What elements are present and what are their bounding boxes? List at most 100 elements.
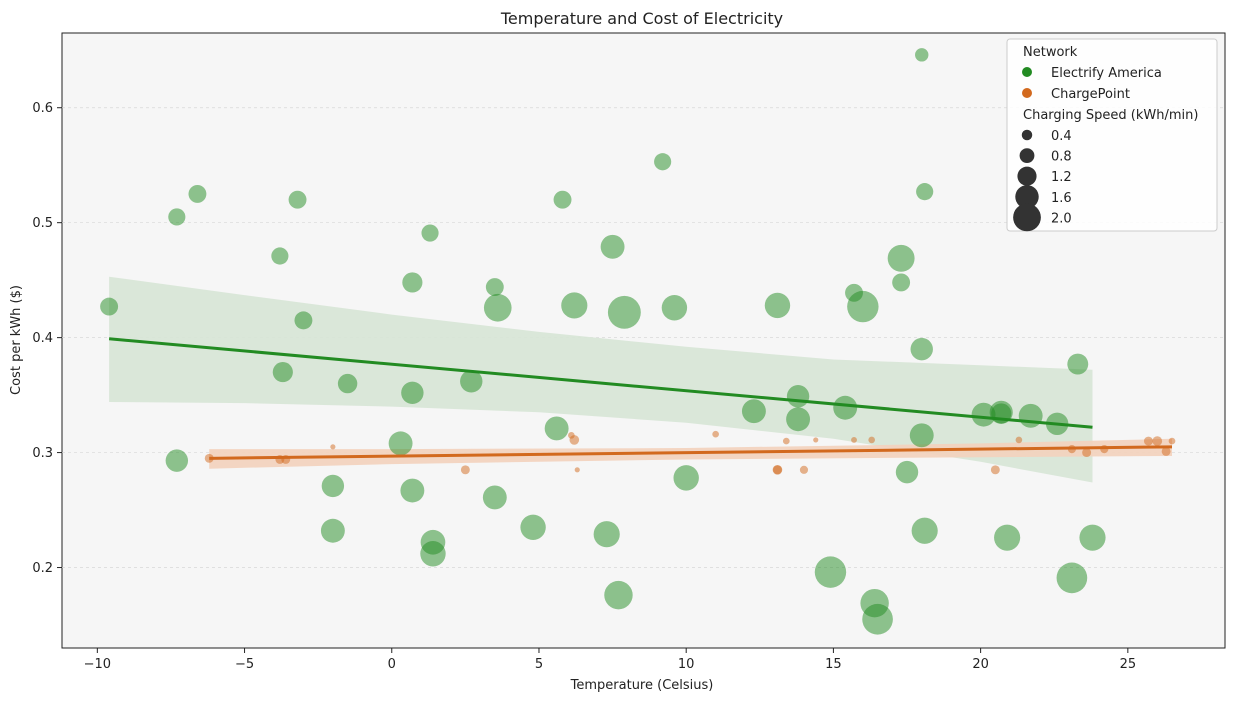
- legend-size-label: 0.4: [1051, 129, 1072, 144]
- data-point-electrify-america: [911, 517, 938, 544]
- legend-size-marker: [1019, 148, 1035, 164]
- data-point-chargepoint: [813, 437, 819, 443]
- data-point-electrify-america: [895, 460, 919, 484]
- trend-line-chargepoint: [209, 445, 1173, 460]
- data-point-electrify-america: [520, 514, 546, 540]
- data-point-electrify-america: [786, 407, 811, 432]
- data-point-electrify-america: [420, 541, 446, 567]
- data-point-chargepoint: [782, 437, 790, 445]
- data-point-electrify-america: [1067, 353, 1089, 375]
- y-tick-label: 0.5: [32, 216, 53, 231]
- legend-size-marker: [1015, 185, 1039, 209]
- confidence-band-electrify-america: [109, 276, 1093, 483]
- data-point-electrify-america: [321, 474, 345, 498]
- y-axis: 0.2 0.3 0.4 0.5 0.6: [32, 101, 62, 576]
- data-point-electrify-america: [402, 272, 423, 293]
- data-point-electrify-america: [661, 295, 688, 321]
- data-point-electrify-america: [100, 297, 119, 316]
- data-point-electrify-america: [400, 478, 425, 503]
- data-point-chargepoint: [1152, 436, 1163, 446]
- data-point-chargepoint: [851, 436, 857, 443]
- data-point-electrify-america: [485, 278, 504, 296]
- data-point-electrify-america: [460, 370, 483, 393]
- data-point-electrify-america: [786, 385, 810, 408]
- data-point-electrify-america: [654, 153, 672, 171]
- data-point-electrify-america: [320, 518, 345, 543]
- data-point-electrify-america: [862, 603, 893, 635]
- data-point-electrify-america: [915, 48, 929, 62]
- data-point-electrify-america: [544, 416, 569, 441]
- data-point-electrify-america: [288, 190, 307, 209]
- data-point-electrify-america: [165, 449, 189, 472]
- legend-label-chargepoint: ChargePoint: [1051, 87, 1130, 102]
- data-point-electrify-america: [483, 293, 512, 322]
- data-point-chargepoint: [330, 444, 336, 450]
- x-tick-label: 5: [535, 657, 543, 672]
- data-point-electrify-america: [833, 395, 858, 420]
- data-point-electrify-america: [971, 402, 996, 427]
- legend-size-title: Charging Speed (kWh/min): [1023, 108, 1198, 123]
- x-tick-label: −5: [235, 657, 254, 672]
- data-point-electrify-america: [294, 311, 313, 330]
- data-point-chargepoint: [1143, 436, 1153, 446]
- legend-label-electrify-america: Electrify America: [1051, 66, 1162, 81]
- x-tick-label: 25: [1120, 657, 1137, 672]
- legend-size-label: 1.6: [1051, 191, 1072, 206]
- data-point-electrify-america: [673, 465, 699, 491]
- x-tick-label: 0: [388, 657, 396, 672]
- data-point-electrify-america: [847, 290, 879, 323]
- data-point-electrify-america: [607, 295, 641, 329]
- data-point-electrify-america: [272, 362, 293, 383]
- data-point-chargepoint: [574, 467, 580, 473]
- data-point-electrify-america: [561, 292, 588, 319]
- data-point-chargepoint: [712, 430, 719, 438]
- y-tick-label: 0.3: [32, 446, 53, 461]
- data-point-electrify-america: [994, 524, 1021, 551]
- data-point-electrify-america: [814, 556, 847, 588]
- data-point-electrify-america: [1056, 562, 1088, 594]
- data-point-electrify-america: [337, 373, 358, 394]
- data-point-chargepoint: [1168, 437, 1176, 445]
- data-point-chargepoint: [990, 465, 1000, 475]
- data-point-chargepoint: [773, 465, 782, 475]
- data-point-electrify-america: [916, 183, 934, 201]
- legend-size-label: 0.8: [1051, 150, 1072, 165]
- data-point-electrify-america: [604, 580, 633, 610]
- legend-size-marker: [1013, 203, 1041, 232]
- data-point-electrify-america: [421, 224, 439, 242]
- data-point-electrify-america: [553, 190, 572, 209]
- legend-marker-electrify-america: [1022, 67, 1032, 77]
- data-point-electrify-america: [401, 381, 424, 405]
- data-point-electrify-america: [910, 337, 933, 361]
- x-tick-label: 10: [678, 657, 695, 672]
- data-point-electrify-america: [892, 273, 911, 292]
- x-axis-label: Temperature (Celsius): [570, 678, 714, 693]
- data-point-electrify-america: [600, 234, 625, 259]
- data-point-chargepoint: [1082, 448, 1092, 458]
- data-point-electrify-america: [1018, 403, 1043, 428]
- data-point-electrify-america: [482, 485, 507, 510]
- x-tick-label: 20: [972, 657, 989, 672]
- data-point-chargepoint: [1161, 446, 1171, 456]
- x-axis: −10 −5 0 5 10 15 20 25: [84, 648, 1136, 672]
- x-tick-label: −10: [84, 657, 111, 672]
- legend-size-marker: [1021, 129, 1033, 141]
- data-point-electrify-america: [909, 423, 934, 448]
- data-point-electrify-america: [741, 399, 766, 424]
- x-tick-label: 15: [825, 657, 842, 672]
- data-point-electrify-america: [168, 208, 186, 226]
- chart-title: Temperature and Cost of Electricity: [500, 9, 783, 28]
- data-point-chargepoint: [569, 435, 580, 445]
- legend-size-marker: [1017, 166, 1037, 186]
- legend: Network Electrify America ChargePoint Ch…: [1006, 38, 1218, 232]
- data-point-electrify-america: [887, 244, 915, 272]
- data-point-chargepoint: [1015, 436, 1023, 444]
- y-tick-label: 0.2: [32, 561, 53, 576]
- data-point-electrify-america: [593, 521, 620, 548]
- legend-size-label: 2.0: [1051, 211, 1072, 226]
- data-point-chargepoint: [868, 436, 876, 444]
- data-point-electrify-america: [764, 292, 791, 319]
- data-point-electrify-america: [188, 184, 207, 203]
- legend-size-entries: 0.4 0.8 1.2 1.6 2.0: [1013, 129, 1072, 232]
